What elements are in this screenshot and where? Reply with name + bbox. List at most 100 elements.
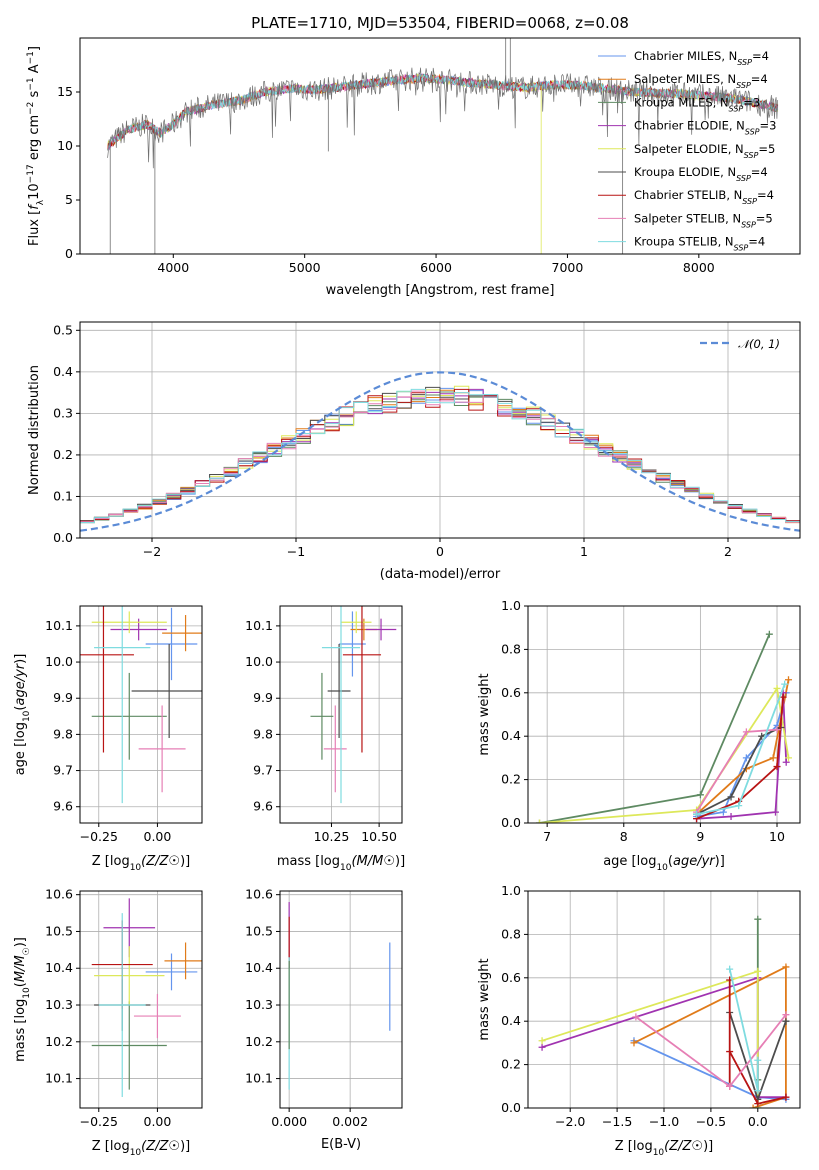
x-axis-label: Z [log10(Z/Z☉)]: [92, 854, 190, 873]
y-tick-label: 10: [57, 138, 73, 153]
weight-marker: [535, 819, 543, 823]
histograms: [80, 371, 800, 532]
y-tick-label: 9.6: [253, 799, 273, 814]
weight-vs-age-panel: 7 8 9 10 0.0 0.2 0.4 0.6 0.8 1.0 mass weight age [l…: [477, 598, 801, 873]
y-tick-label: 0.8: [501, 641, 521, 656]
x-axis-label: age [log10(age/yr)]: [603, 854, 725, 873]
axes-frame: [279, 605, 403, 824]
weight-marker: [742, 754, 750, 762]
x-tick-label: 2: [724, 544, 732, 559]
weight-marker: [785, 676, 793, 684]
weight-marker: [773, 684, 781, 692]
weight-marker: [726, 965, 734, 973]
x-tick-label: 0.00: [144, 829, 172, 844]
legend-label: 𝒩(0, 1): [738, 337, 780, 351]
y-tick-label: 9.9: [53, 690, 73, 705]
x-tick-label: 10: [769, 829, 785, 844]
x-tick-label: 8: [620, 829, 628, 844]
y-axis-label: mass weight: [477, 673, 492, 755]
weight-marker: [771, 808, 779, 816]
x-axis-label: wavelength [Angstrom, rest frame]: [326, 283, 555, 298]
y-axis-label: Normed distribution: [27, 365, 42, 495]
weight-marker: [765, 630, 773, 638]
axes-frame: [279, 890, 403, 1109]
weight-marker: [726, 1048, 734, 1056]
y-tick-label: 10.1: [45, 618, 73, 633]
y-tick-label: 10.3: [45, 997, 73, 1012]
y-tick-label: 0: [65, 246, 73, 261]
x-tick-label: 7: [543, 829, 551, 844]
weight-marker: [754, 1100, 762, 1108]
weight-marker: [782, 758, 790, 766]
x-tick-label: 5000: [289, 260, 321, 275]
weight-marker: [727, 812, 735, 820]
weight-marker: [782, 1011, 790, 1019]
y-tick-label: 0.0: [53, 530, 73, 545]
weight-marker: [754, 967, 762, 975]
y-tick-label: 10.4: [245, 960, 273, 975]
x-tick-label: 0.000: [271, 1114, 307, 1129]
y-tick-label: 0.2: [53, 447, 73, 462]
x-tick-label: −1.0: [649, 1114, 679, 1129]
weight-marker: [693, 810, 701, 818]
weight-marker: [773, 726, 781, 734]
x-tick-label: 6000: [420, 260, 452, 275]
y-tick-label: 9.6: [53, 799, 73, 814]
y-tick-label: 10.2: [45, 1034, 73, 1049]
age-vs-Z-panel: −0.25 0.00 9.6 9.7 9.8 9.9 10.0 10.1 Z [log10(Z/…: [13, 605, 203, 873]
x-tick-label: 9: [696, 829, 704, 844]
x-tick-label: 10.50: [361, 829, 397, 844]
errorbars: [91, 898, 202, 1097]
weight-marker: [754, 915, 762, 923]
age-vs-mass-panel: 10.25 10.50 9.6 9.7 9.8 9.9 10.0 10.1 mass [log1…: [245, 605, 405, 873]
y-axis-label: mass weight: [477, 958, 492, 1040]
y-tick-label: 10.4: [45, 960, 73, 975]
figure-title: PLATE=1710, MJD=53504, FIBERID=0068, z=0…: [251, 14, 629, 32]
errorbars: [310, 606, 397, 804]
x-tick-label: 4000: [157, 260, 189, 275]
weight-marker: [742, 728, 750, 736]
y-tick-label: 0.4: [501, 728, 521, 743]
y-tick-label: 10.6: [245, 887, 273, 902]
weight-marker: [726, 1082, 734, 1090]
errorbars: [80, 606, 202, 804]
x-tick-label: −2.0: [555, 1114, 585, 1129]
spectrum-legend: Chabrier MILES, NSSP=4 Salpeter MILES, NS…: [598, 49, 776, 252]
weight-marker: [696, 791, 704, 799]
weight-lines: [538, 915, 790, 1108]
legend-label: Chabrier STELIB, NSSP=4: [634, 188, 774, 206]
x-axis-label: E(B-V): [321, 1137, 361, 1152]
y-axis-label: age [log10(age/yr)]: [13, 654, 32, 776]
y-tick-label: 10.1: [45, 1071, 73, 1086]
histogram-series: [80, 388, 800, 526]
residuals-panel: −2 −1 0 1 2 0.0 0.1 0.2 0.3 0.4 0.5 (data-model)/er…: [27, 321, 801, 582]
weight-line: [695, 728, 778, 813]
weight-line: [539, 633, 771, 823]
y-axis-label: mass [log10(M/M☉)]: [13, 937, 32, 1062]
y-tick-label: 0.0: [501, 1100, 521, 1115]
y-tick-label: 10.0: [45, 654, 73, 669]
y-tick-label: 10.2: [245, 1034, 273, 1049]
axes-frame: [527, 605, 801, 824]
y-tick-label: 9.8: [253, 726, 273, 741]
x-axis-label: Z [log10(Z/Z☉)]: [92, 1139, 190, 1158]
legend-label: Kroupa STELIB, NSSP=4: [634, 235, 765, 253]
weight-marker: [785, 754, 793, 762]
weight-line: [539, 686, 790, 823]
y-tick-label: 0.2: [501, 1057, 521, 1072]
x-tick-label: 0.0: [748, 1114, 768, 1129]
x-axis-label: (data-model)/error: [380, 567, 501, 582]
weight-marker: [630, 1039, 638, 1047]
x-tick-label: 10.25: [314, 829, 350, 844]
y-tick-label: 0.4: [501, 1013, 521, 1028]
y-tick-label: 0.3: [53, 405, 73, 420]
y-tick-label: 0.8: [501, 926, 521, 941]
y-tick-label: 9.7: [53, 763, 73, 778]
x-tick-label: −0.25: [80, 829, 118, 844]
y-tick-label: 10.5: [245, 923, 273, 938]
mass-vs-ebv-panel: 0.000 0.002 10.1 10.2 10.3 10.4 10.5 10.6 E(B-V): [245, 887, 403, 1152]
legend-label: Kroupa ELODIE, NSSP=4: [634, 165, 768, 183]
y-tick-label: 9.7: [253, 763, 273, 778]
errorbars: [288, 902, 391, 1090]
